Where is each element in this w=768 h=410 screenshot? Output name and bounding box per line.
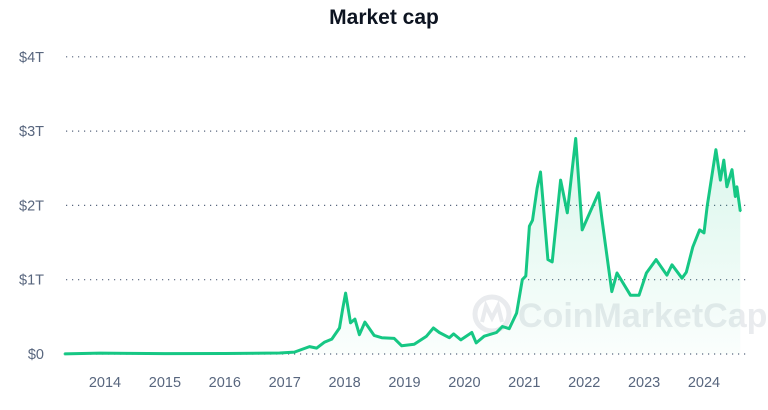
x-tick-label: 2021 (508, 375, 540, 391)
data-point (63, 353, 66, 355)
x-tick-label: 2015 (149, 375, 181, 391)
data-point (566, 212, 569, 214)
data-point (470, 331, 473, 334)
data-point (380, 336, 383, 339)
data-point (128, 352, 131, 355)
data-point (354, 318, 356, 320)
data-point (349, 321, 352, 324)
data-point (315, 347, 318, 349)
data-point (99, 352, 101, 354)
data-point (425, 335, 428, 337)
market-cap-line (64, 137, 742, 356)
data-point (164, 352, 166, 355)
y-tick-label: $0 (28, 347, 44, 363)
data-point (501, 325, 504, 328)
data-point (508, 327, 511, 330)
data-point (413, 343, 415, 346)
data-point (681, 277, 683, 280)
data-point (495, 331, 498, 334)
data-point (528, 225, 531, 228)
y-tick-label: $4T (19, 50, 44, 66)
data-point (224, 352, 226, 355)
data-point (666, 274, 668, 277)
data-point (551, 261, 553, 263)
data-point (358, 333, 361, 336)
data-point (293, 351, 296, 353)
data-point (719, 179, 722, 181)
data-point (574, 137, 577, 140)
x-tick-label: 2024 (688, 375, 720, 391)
data-point (706, 206, 708, 208)
data-point (638, 294, 640, 297)
data-point (531, 219, 534, 222)
x-tick-label: 2016 (209, 375, 241, 391)
data-point (547, 258, 549, 261)
data-point (739, 210, 742, 213)
data-point (278, 352, 281, 354)
data-point (452, 333, 455, 335)
data-point (536, 187, 538, 190)
data-point (559, 179, 562, 181)
data-point (645, 272, 648, 274)
data-point (438, 331, 441, 334)
data-point (308, 345, 311, 348)
data-point (400, 345, 403, 347)
data-point (685, 271, 688, 274)
data-point (610, 290, 613, 293)
data-point (521, 278, 524, 281)
coinmarketcap-logo-icon (472, 294, 512, 334)
x-tick-label: 2023 (628, 375, 660, 391)
data-point (601, 219, 603, 222)
data-point (726, 186, 728, 188)
data-point (629, 294, 632, 297)
data-point (344, 292, 347, 294)
data-point (338, 327, 341, 329)
y-tick-label: $3T (19, 124, 44, 140)
data-point (432, 327, 435, 329)
x-tick-label: 2017 (269, 375, 301, 391)
area-fill (64, 138, 741, 354)
data-point (692, 246, 694, 248)
data-point (671, 264, 673, 266)
data-point (448, 336, 451, 339)
data-point (698, 229, 701, 231)
data-point (715, 148, 717, 151)
x-tick-label: 2019 (388, 375, 420, 391)
chart-title: Market cap (329, 6, 439, 29)
data-point (736, 186, 738, 188)
data-point (655, 258, 657, 261)
data-point (373, 334, 375, 337)
data-point (616, 272, 618, 274)
x-tick-label: 2018 (328, 375, 360, 391)
data-point (459, 339, 462, 341)
data-point (524, 275, 527, 277)
data-point (597, 191, 600, 194)
data-point (341, 308, 344, 311)
data-point (734, 195, 737, 198)
data-point (483, 335, 486, 337)
data-point (539, 171, 542, 173)
data-point (475, 342, 477, 344)
data-point (364, 321, 366, 323)
x-tick-label: 2022 (568, 375, 600, 391)
data-point (393, 337, 395, 340)
data-point (581, 229, 584, 231)
x-tick-label: 2014 (89, 375, 121, 391)
y-tick-label: $1T (19, 273, 44, 289)
data-point (723, 159, 725, 161)
x-tick-label: 2020 (448, 375, 480, 391)
data-point (731, 168, 733, 171)
data-point (515, 312, 518, 314)
y-tick-label: $2T (19, 198, 44, 214)
data-point (703, 232, 705, 234)
data-point (323, 341, 326, 343)
data-point (330, 338, 333, 340)
